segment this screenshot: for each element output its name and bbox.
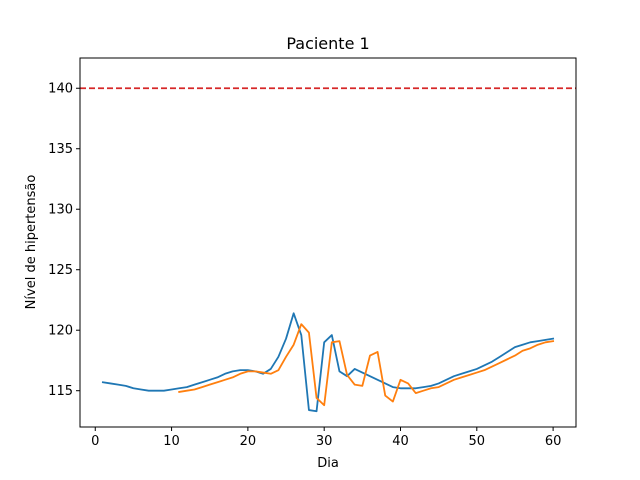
plot-area: [80, 87, 576, 413]
x-tick-label: 50: [469, 434, 486, 449]
x-tick-label: 40: [392, 434, 409, 449]
series-line-2: [178, 323, 555, 407]
axes: 0 10 20 30 40 50 60 115 120 125 130 135 140: [48, 82, 561, 449]
x-axis-label: Dia: [317, 456, 339, 471]
x-tick-label: 60: [545, 434, 562, 449]
series-line-1: [101, 312, 555, 413]
y-tick-label: 120: [48, 324, 73, 339]
y-tick-label: 140: [48, 82, 73, 97]
plot-frame: [79, 57, 577, 428]
x-tick-label: 20: [240, 434, 257, 449]
x-tick-label: 10: [163, 434, 180, 449]
y-tick-label: 115: [48, 384, 73, 399]
x-tick-label: 0: [91, 434, 99, 449]
y-axis-label: Nível de hipertensão: [24, 175, 39, 310]
chart-title: Paciente 1: [286, 34, 369, 53]
y-tick-label: 130: [48, 203, 73, 218]
x-tick-label: 30: [316, 434, 333, 449]
y-tick-label: 125: [48, 263, 73, 278]
y-tick-label: 135: [48, 142, 73, 157]
